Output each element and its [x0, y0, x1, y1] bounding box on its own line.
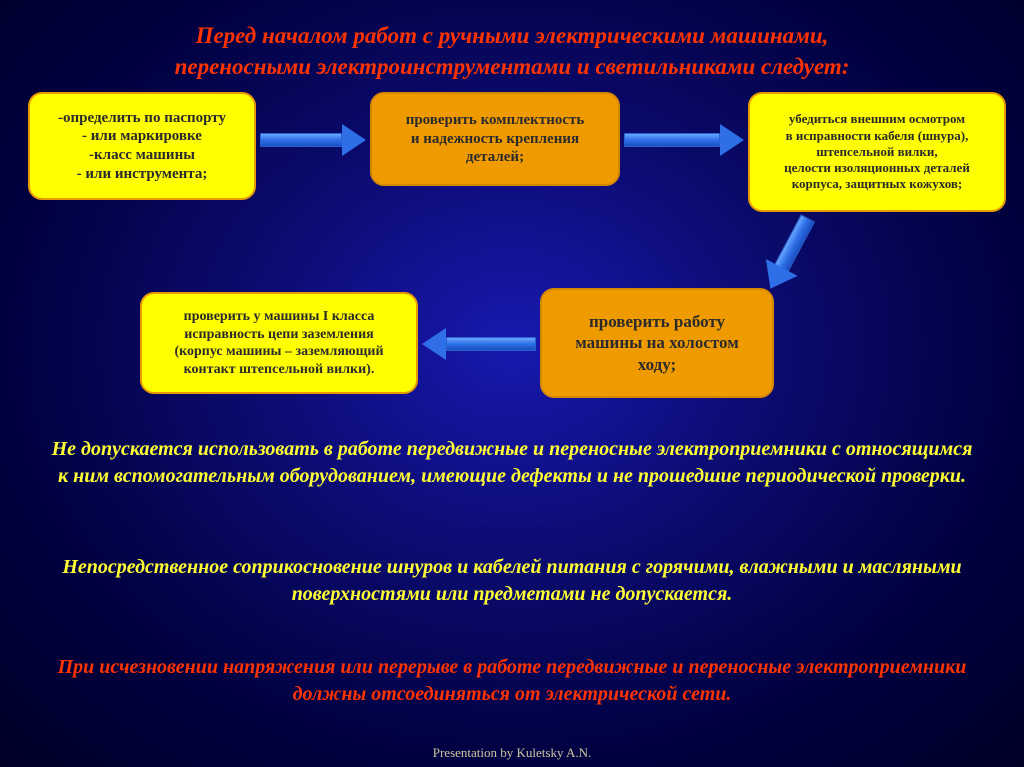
- arrow-4-5: [422, 330, 536, 358]
- paragraph-3: При исчезновении напряжения или перерыве…: [0, 654, 1024, 708]
- footer-credit: Presentation by Kuletsky A.N.: [0, 745, 1024, 761]
- arrow-3-4: [755, 210, 824, 298]
- title-line2: переносными электроинструментами и свети…: [40, 51, 984, 82]
- arrow-2-3: [624, 126, 744, 154]
- slide-title: Перед началом работ с ручными электричес…: [0, 0, 1024, 92]
- flow-node-5: проверить у машины I классаисправность ц…: [140, 292, 418, 394]
- flow-node-1: -определить по паспорту- или маркировке-…: [28, 92, 256, 200]
- arrow-1-2: [260, 126, 366, 154]
- flow-node-2: проверить комплектностьи надежность креп…: [370, 92, 620, 186]
- flowchart: -определить по паспорту- или маркировке-…: [0, 92, 1024, 432]
- flow-node-3: убедиться внешним осмотромв исправности …: [748, 92, 1006, 212]
- flow-node-4: проверить работумашины на холостомходу;: [540, 288, 774, 398]
- title-line1: Перед началом работ с ручными электричес…: [40, 20, 984, 51]
- paragraph-1: Не допускается использовать в работе пер…: [0, 436, 1024, 490]
- paragraph-2: Непосредственное соприкосновение шнуров …: [0, 554, 1024, 608]
